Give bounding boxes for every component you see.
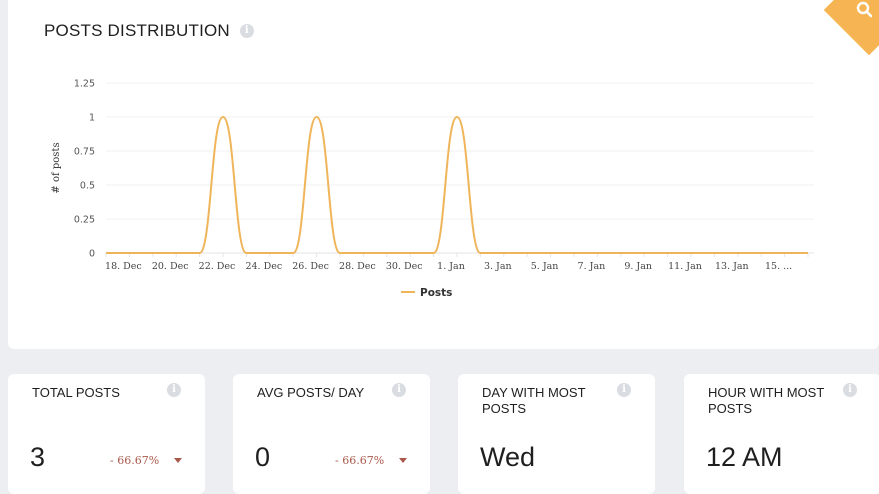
x-tick-label: 3. Jan bbox=[484, 261, 512, 272]
x-tick-label: 22. Dec bbox=[199, 261, 236, 272]
stat-label: HOUR WITH MOST POSTS bbox=[708, 385, 825, 416]
info-icon[interactable]: i bbox=[617, 383, 631, 397]
stat-value: 12 AM bbox=[706, 442, 783, 472]
x-tick-label: 5. Jan bbox=[531, 261, 559, 272]
x-tick-label: 9. Jan bbox=[624, 261, 652, 272]
y-tick-label: 0.25 bbox=[74, 215, 95, 226]
search-icon[interactable] bbox=[855, 0, 875, 20]
stat-change: - 66.67% bbox=[110, 454, 160, 467]
x-tick-label: 24. Dec bbox=[245, 261, 282, 272]
info-icon[interactable]: i bbox=[392, 383, 406, 397]
info-icon[interactable]: i bbox=[843, 383, 857, 397]
stat-value: Wed bbox=[480, 442, 536, 472]
stat-card-total-posts: TOTAL POSTS i 3 - 66.67% bbox=[8, 374, 205, 494]
chart-title: POSTS DISTRIBUTION bbox=[44, 21, 230, 40]
stat-card-hour-with-most-posts: HOUR WITH MOST POSTS i 12 AM bbox=[684, 374, 879, 494]
chart-title-row: POSTS DISTRIBUTION i bbox=[44, 21, 254, 41]
x-tick-label: 30. Dec bbox=[386, 261, 423, 272]
y-tick-label: 1 bbox=[89, 113, 95, 124]
stat-value: 0 bbox=[255, 442, 271, 472]
posts-series-line bbox=[106, 115, 808, 254]
x-tick-label: 20. Dec bbox=[152, 261, 189, 272]
x-tick-label: 28. Dec bbox=[339, 261, 376, 272]
posts-line-chart: 1.25 1 0.75 0.5 0.25 0 # of posts 18. Dec 20. De… bbox=[51, 79, 814, 299]
stat-label: AVG POSTS/ DAY bbox=[257, 385, 365, 400]
y-tick-label: 0 bbox=[89, 249, 95, 260]
caret-down-icon bbox=[399, 458, 407, 463]
y-axis-label: # of posts bbox=[51, 142, 62, 193]
x-tick-label: 1. Jan bbox=[437, 261, 465, 272]
stat-card-day-with-most-posts: DAY WITH MOST POSTS i Wed bbox=[458, 374, 655, 494]
x-tick-label: 11. Jan bbox=[668, 261, 702, 272]
info-icon[interactable]: i bbox=[167, 383, 181, 397]
x-tick-label: 13. Jan bbox=[715, 261, 749, 272]
y-tick-label: 1.25 bbox=[74, 79, 95, 90]
caret-down-icon bbox=[174, 458, 182, 463]
x-tick-label: 18. Dec bbox=[105, 261, 142, 272]
legend-label: Posts bbox=[420, 287, 452, 299]
x-tick-label: 15. ... bbox=[765, 261, 792, 272]
x-tick-label: 26. Dec bbox=[292, 261, 329, 272]
stat-label: TOTAL POSTS bbox=[32, 385, 120, 400]
x-tick-label: 7. Jan bbox=[578, 261, 606, 272]
stat-change: - 66.67% bbox=[335, 454, 385, 467]
posts-distribution-card: POSTS DISTRIBUTION i 1.25 1 0.75 0.5 0.25 0 # … bbox=[8, 0, 879, 349]
info-icon[interactable]: i bbox=[239, 24, 254, 38]
stat-card-avg-posts-day: AVG POSTS/ DAY i 0 - 66.67% bbox=[233, 374, 430, 494]
stat-label: DAY WITH MOST POSTS bbox=[482, 385, 586, 416]
stat-value: 3 bbox=[30, 442, 46, 472]
y-tick-label: 0.5 bbox=[80, 181, 95, 192]
y-tick-label: 0.75 bbox=[74, 147, 95, 158]
